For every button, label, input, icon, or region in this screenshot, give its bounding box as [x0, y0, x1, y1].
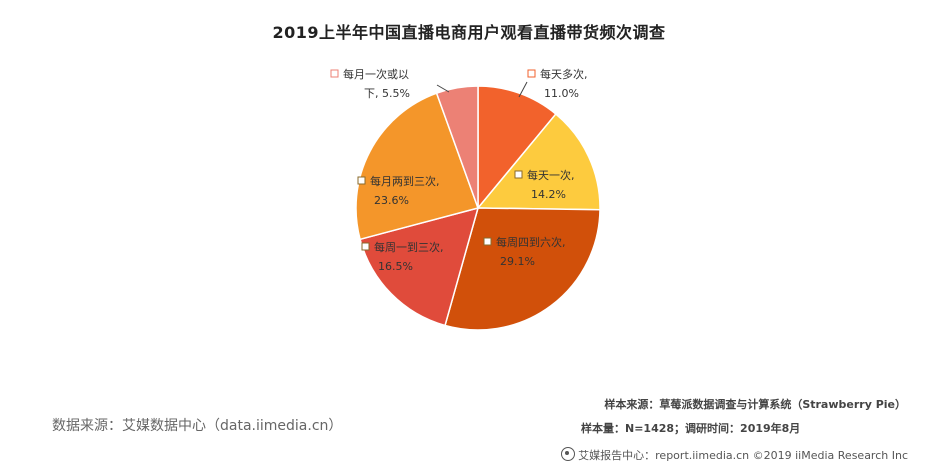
- pie-labels: 每天多次, 11.0% 每天一次, 14.2% 每周四到六次, 29.1% 每周一到三次, 1…: [330, 67, 588, 273]
- data-source-note: 数据来源：艾媒数据中心（data.iimedia.cn）: [52, 418, 343, 434]
- iimedia-logo-icon: [561, 447, 576, 461]
- slice-legend-marker: [357, 176, 366, 185]
- pie-slice: [477, 85, 557, 211]
- slice-legend-marker: [514, 170, 523, 179]
- slice-legend-marker: [330, 69, 339, 78]
- copyright-line: 艾媒报告中心：report.iimedia.cn ©2019 iiMedia R…: [561, 447, 908, 463]
- slice-category-label: 每周一到三次,: [374, 240, 444, 254]
- slice-value-label: 23.6%: [374, 194, 409, 207]
- pie-slices: [355, 85, 601, 331]
- slice-category-label: 每天多次,: [540, 67, 588, 81]
- slice-category-label: 每月一次或以: [343, 67, 409, 81]
- slice-category-label: 每月两到三次,: [370, 174, 440, 188]
- slice-category-label: 每天一次,: [527, 168, 575, 182]
- copyright-text: 艾媒报告中心：report.iimedia.cn ©2019 iiMedia R…: [578, 449, 908, 462]
- sample-source-note: 样本来源：草莓派数据调查与计算系统（Strawberry Pie）: [604, 398, 906, 411]
- slice-value-label: 11.0%: [544, 87, 579, 100]
- leader-line: [436, 84, 450, 93]
- slice-label-group: 每月两到三次, 23.6%: [357, 174, 440, 207]
- sample-size-note: 样本量：N=1428；调研时间：2019年8月: [581, 422, 801, 435]
- slice-category-label: 每周四到六次,: [496, 235, 566, 249]
- slice-label-group: 每周一到三次, 16.5%: [361, 240, 444, 273]
- slice-label-group: 每天多次, 11.0%: [518, 67, 588, 100]
- slice-label-group: 每周四到六次, 29.1%: [483, 235, 566, 268]
- slice-legend-marker: [361, 242, 370, 251]
- chart-title: 2019上半年中国直播电商用户观看直播带货频次调查: [272, 23, 666, 42]
- slice-value-label: 14.2%: [531, 188, 566, 201]
- pie-slice: [435, 85, 479, 209]
- slice-legend-marker: [483, 237, 492, 246]
- slice-legend-marker: [527, 69, 536, 78]
- slice-value-label: 16.5%: [378, 260, 413, 273]
- slice-label-group: 每天一次, 14.2%: [514, 168, 575, 201]
- slice-value-label: 29.1%: [500, 255, 535, 268]
- leader-line: [518, 81, 528, 98]
- slice-value-label: 下, 5.5%: [364, 87, 410, 100]
- pie-slice: [355, 92, 479, 241]
- pie-slice: [476, 112, 601, 211]
- pie-chart: 每天多次, 11.0% 每天一次, 14.2% 每周四到六次, 29.1% 每周一到三次, 1…: [330, 67, 601, 331]
